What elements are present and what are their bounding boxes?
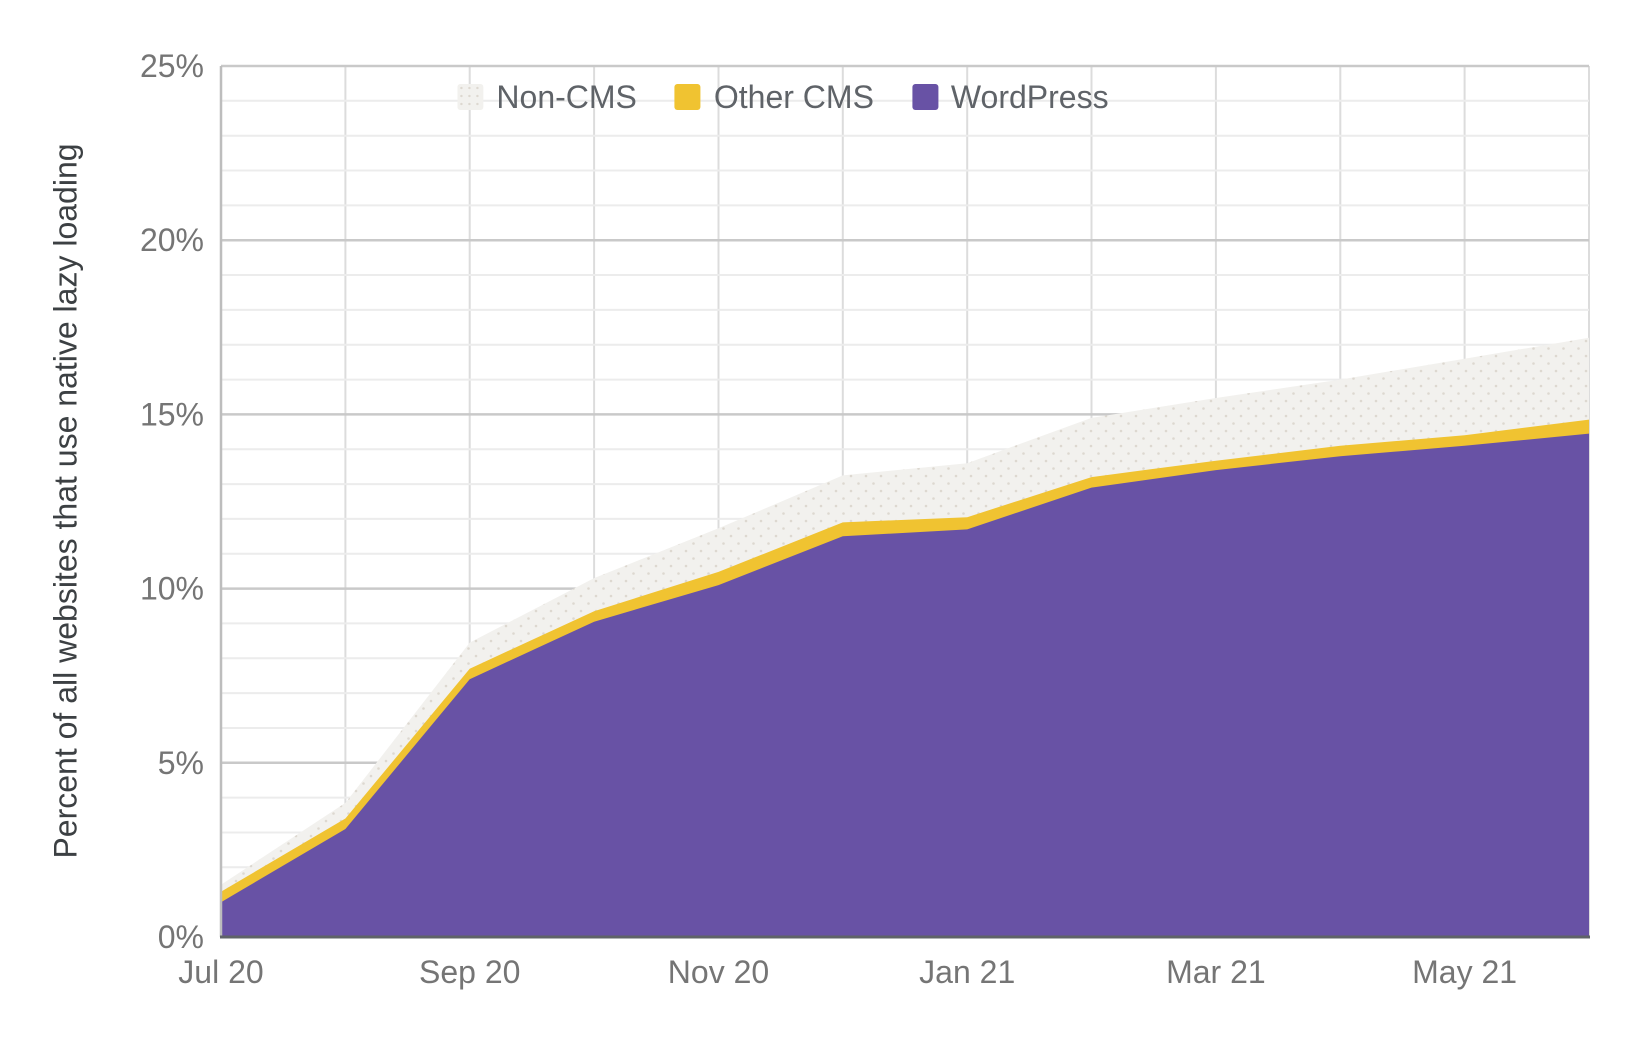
legend-label: Other CMS bbox=[713, 79, 874, 115]
legend-label: WordPress bbox=[950, 79, 1109, 115]
x-tick-label: Jan 21 bbox=[919, 954, 1015, 990]
legend-swatch-other-cms bbox=[674, 84, 701, 110]
x-tick-label: Sep 20 bbox=[419, 954, 520, 990]
y-axis-title: Percent of all websites that use native … bbox=[47, 143, 84, 859]
y-tick-label: 0% bbox=[158, 919, 204, 955]
y-tick-label: 5% bbox=[158, 745, 204, 781]
x-tick-label: Nov 20 bbox=[668, 954, 769, 990]
legend-item-other-cms: Other CMS bbox=[674, 79, 874, 115]
x-tick-label: May 21 bbox=[1412, 954, 1517, 990]
legend-swatch-wordpress bbox=[911, 84, 938, 110]
y-tick-label: 15% bbox=[140, 396, 204, 432]
y-tick-label: 25% bbox=[140, 48, 204, 84]
x-tick-label: Jul 20 bbox=[178, 954, 263, 990]
legend-item-non-cms: Non-CMS bbox=[457, 79, 637, 115]
legend-label: Non-CMS bbox=[496, 79, 637, 115]
x-tick-label: Mar 21 bbox=[1166, 954, 1266, 990]
chart-legend: Non-CMS Other CMS WordPress bbox=[457, 79, 1109, 115]
y-tick-label: 10% bbox=[140, 571, 204, 607]
y-tick-label: 20% bbox=[140, 222, 204, 258]
legend-swatch-non-cms bbox=[457, 84, 484, 110]
legend-item-wordpress: WordPress bbox=[911, 79, 1109, 115]
area-wordpress bbox=[221, 433, 1589, 937]
